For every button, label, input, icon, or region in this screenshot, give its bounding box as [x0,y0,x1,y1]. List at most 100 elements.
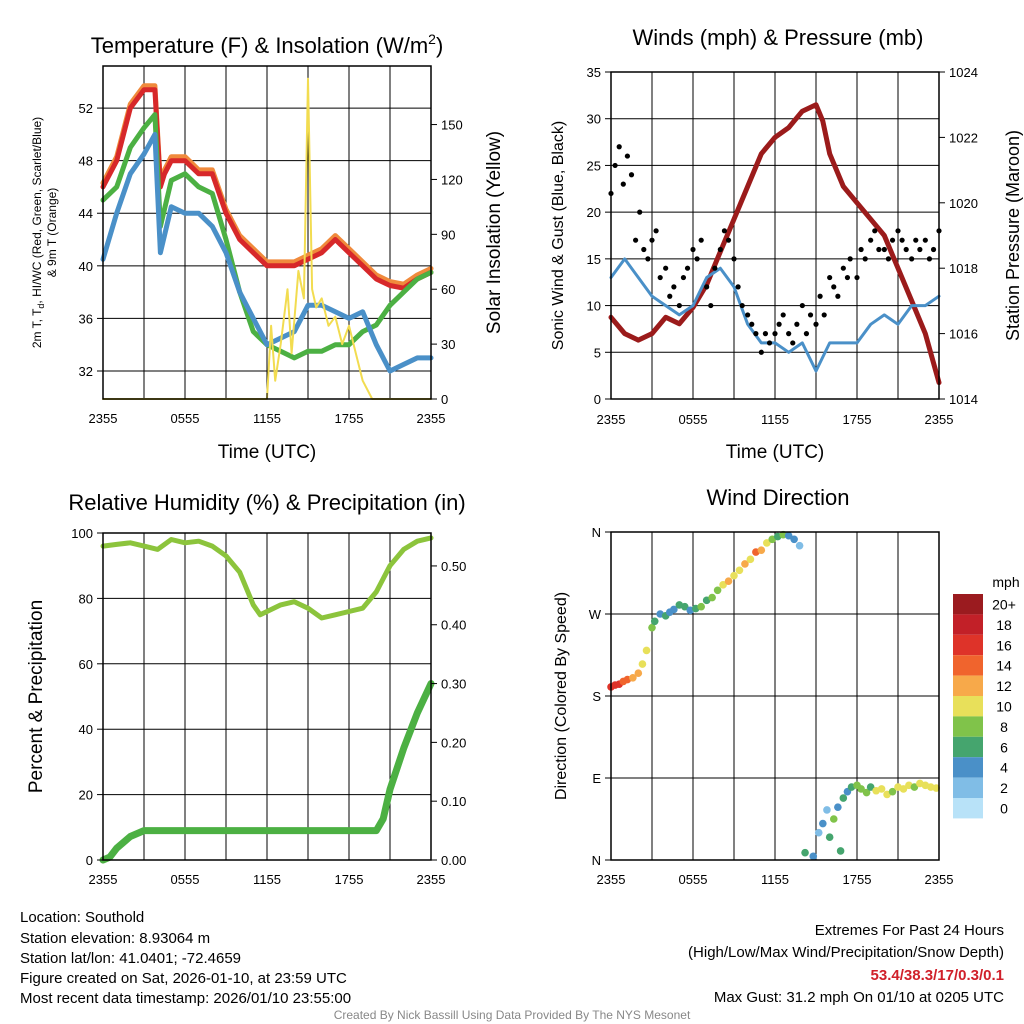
y-tick-label: 48 [79,154,93,169]
legend-title: mph [992,574,1019,590]
gust-point [739,302,745,309]
y-right-tick-label: 120 [441,172,463,187]
gust-point [676,302,682,309]
station-info-recent: Most recent data timestamp: 2026/01/10 2… [20,990,351,1007]
gust-point [807,312,814,318]
chart-title: Wind Direction [706,485,849,510]
gust-point [913,237,919,243]
direction-point [910,783,919,791]
gust-point [803,331,810,337]
y-right-axis-label: Solar Insolation (Yellow) [484,131,505,334]
x-tick-label: 1155 [253,872,281,887]
direction-point [697,602,705,611]
x-axis-label: Time (UTC) [726,442,825,463]
direction-point [877,785,886,793]
series-sonic-wind [609,257,941,373]
legend-label: 2 [1000,780,1008,796]
gust-point [645,256,651,262]
gust-point [735,284,741,290]
y-tick-label: 32 [79,364,93,379]
x-tick-label: 1755 [843,412,872,427]
legend-label: 16 [996,637,1012,653]
y-axis-label: Direction (Colored By Speed) [553,592,570,800]
y-right-tick-label: 1016 [949,327,978,342]
gust-point [780,312,786,318]
legend-swatch [953,757,983,778]
legend-label: 4 [1000,760,1008,776]
y-axis-label-sub: d [36,304,46,309]
y-axis-label: Percent & Precipitation [26,600,47,793]
gust-point [721,228,728,234]
legend-swatch [953,594,983,615]
y-tick-label: N [592,853,601,868]
gust-point [895,228,901,234]
direction-point [763,539,771,547]
gust-point [641,246,647,253]
gust-point [663,265,669,271]
extremes-subtitle: (High/Low/Max Wind/Precipitation/Snow De… [688,944,1004,961]
y-axis-label: 2m T, Td, HI/WC (Red, Green, Scarlet/Blu… [30,117,46,348]
chart-title-end: ) [436,33,443,58]
x-tick-label: 2355 [597,872,626,887]
y-right-tick-label: 90 [441,227,455,242]
x-tick-label: 1755 [335,411,364,426]
y-tick-label: N [592,525,601,540]
legend-label: 6 [1000,739,1008,755]
y-tick-label: 25 [587,158,601,173]
x-tick-label: 2355 [89,872,118,887]
gust-point [799,302,805,309]
x-tick-label: 0555 [171,872,200,887]
y-axis-label-part: 2m T, T [30,308,44,348]
x-axis-label: Time (UTC) [218,442,317,463]
y-right-tick-label: 150 [441,118,463,133]
gust-point [917,246,923,253]
y-axis-label-line2: & 9m T (Orange) [45,188,59,278]
direction-point [724,577,733,585]
gust-point [717,246,723,253]
x-tick-label: 2355 [925,412,954,427]
y-tick-label: 20 [587,205,601,220]
gust-point [725,237,732,243]
legend-swatch [953,634,983,656]
y-tick-label: 20 [79,788,93,803]
direction-point [814,828,823,837]
y-axis-label: Sonic Wind & Gust (Blue, Black) [550,121,567,350]
y-right-tick-label: 1024 [949,65,978,80]
station-info-latlon: Station lat/lon: 41.0401; -72.4659 [20,950,241,967]
y-tick-label: 40 [79,722,93,737]
gust-point [766,340,773,346]
panel-1: 2355 0555 1155 1755 2355 32 36 40 44 48 52 0 30 60 90 1… [30,31,505,463]
direction-point [823,806,831,814]
direction-point [888,787,897,796]
gust-point [745,312,751,318]
gust-point [628,172,635,178]
gust-point [909,256,915,262]
legend-label: 14 [996,658,1012,674]
series-solar [102,77,432,400]
gust-point [758,349,764,355]
x-tick-label: 2355 [417,411,446,426]
gust-point [731,256,737,262]
gust-point [657,274,663,281]
y-tick-label: 10 [587,299,601,314]
y-axis-label-part: , HI/WC (Red, Green, Scarlet/Blue) [30,117,44,304]
gust-point [876,246,882,253]
gust-point [794,321,800,327]
extremes-values: 53.4/38.3/17/0.3/0.1 [871,967,1004,984]
gust-point [753,331,759,337]
x-tick-label: 0555 [679,872,708,887]
chart-title-text: Temperature (F) & Insolation (W/m [91,33,428,58]
y-right-axis-label: Station Pressure (Maroon) [1003,130,1023,341]
y-right-tick-label: 30 [441,337,455,352]
y-tick-label: 100 [71,526,93,541]
y-tick-label: W [589,607,602,622]
direction-point [829,815,838,823]
gust-point [813,321,819,327]
y-tick-label: 60 [79,657,93,672]
footer: Location: Southold Station elevation: 8.9… [20,909,1004,1022]
gust-point [831,284,837,290]
y-tick-label: 15 [587,252,601,267]
credit-text: Created By Nick Bassill Using Data Provi… [334,1008,691,1022]
gust-point [885,256,892,262]
gust-point [790,340,796,346]
